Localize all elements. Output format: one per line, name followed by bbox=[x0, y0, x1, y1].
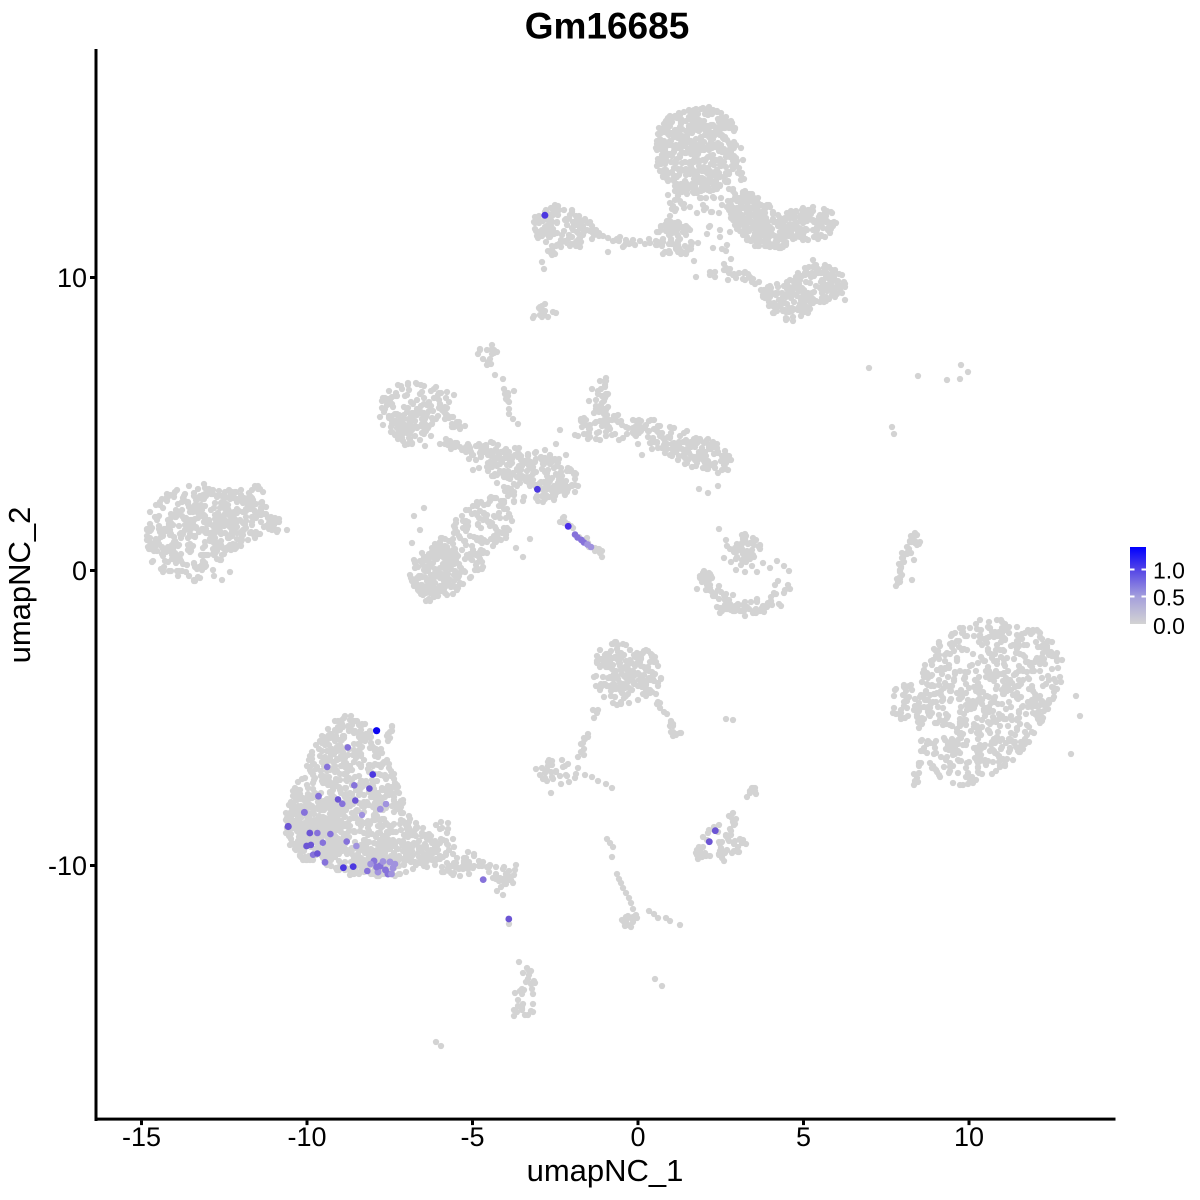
svg-text:-10: -10 bbox=[287, 1122, 326, 1152]
svg-text:0: 0 bbox=[630, 1122, 645, 1152]
svg-text:0: 0 bbox=[72, 556, 87, 586]
svg-text:umapNC_2: umapNC_2 bbox=[2, 507, 37, 664]
svg-text:-15: -15 bbox=[122, 1122, 161, 1152]
svg-text:-5: -5 bbox=[460, 1122, 484, 1152]
svg-text:0.0: 0.0 bbox=[1153, 613, 1185, 639]
svg-text:-10: -10 bbox=[48, 851, 87, 881]
svg-text:5: 5 bbox=[796, 1122, 811, 1152]
svg-text:1.0: 1.0 bbox=[1153, 558, 1185, 584]
svg-text:0.5: 0.5 bbox=[1153, 585, 1185, 611]
svg-text:Gm16685: Gm16685 bbox=[525, 6, 690, 47]
svg-text:umapNC_1: umapNC_1 bbox=[527, 1153, 684, 1188]
svg-text:10: 10 bbox=[954, 1122, 984, 1152]
svg-text:10: 10 bbox=[57, 263, 87, 293]
